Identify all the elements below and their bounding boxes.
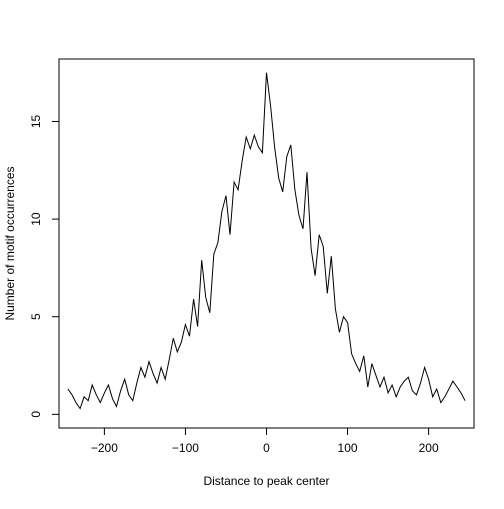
plot-frame xyxy=(58,58,475,429)
y-tick-label: 5 xyxy=(29,313,43,320)
y-tick-label: 15 xyxy=(29,114,43,128)
x-axis-label: Distance to peak center xyxy=(203,474,329,488)
x-tick-label: 0 xyxy=(263,441,270,455)
x-tick-label: 100 xyxy=(338,441,358,455)
y-tick-label: 0 xyxy=(29,411,43,418)
y-axis-label: Number of motif occurrences xyxy=(3,166,17,320)
x-tick-label: 200 xyxy=(419,441,439,455)
y-axis: 0 5 10 15 xyxy=(29,114,60,418)
y-tick-label: 10 xyxy=(29,212,43,226)
x-tick-label: −200 xyxy=(91,441,118,455)
series-line xyxy=(67,72,466,410)
x-tick-label: −100 xyxy=(172,441,199,455)
x-axis: −200 −100 0 100 200 xyxy=(91,427,439,455)
